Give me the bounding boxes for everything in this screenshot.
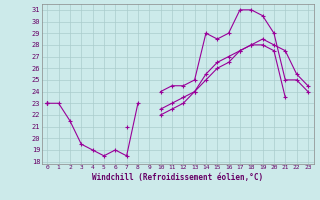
X-axis label: Windchill (Refroidissement éolien,°C): Windchill (Refroidissement éolien,°C) bbox=[92, 173, 263, 182]
